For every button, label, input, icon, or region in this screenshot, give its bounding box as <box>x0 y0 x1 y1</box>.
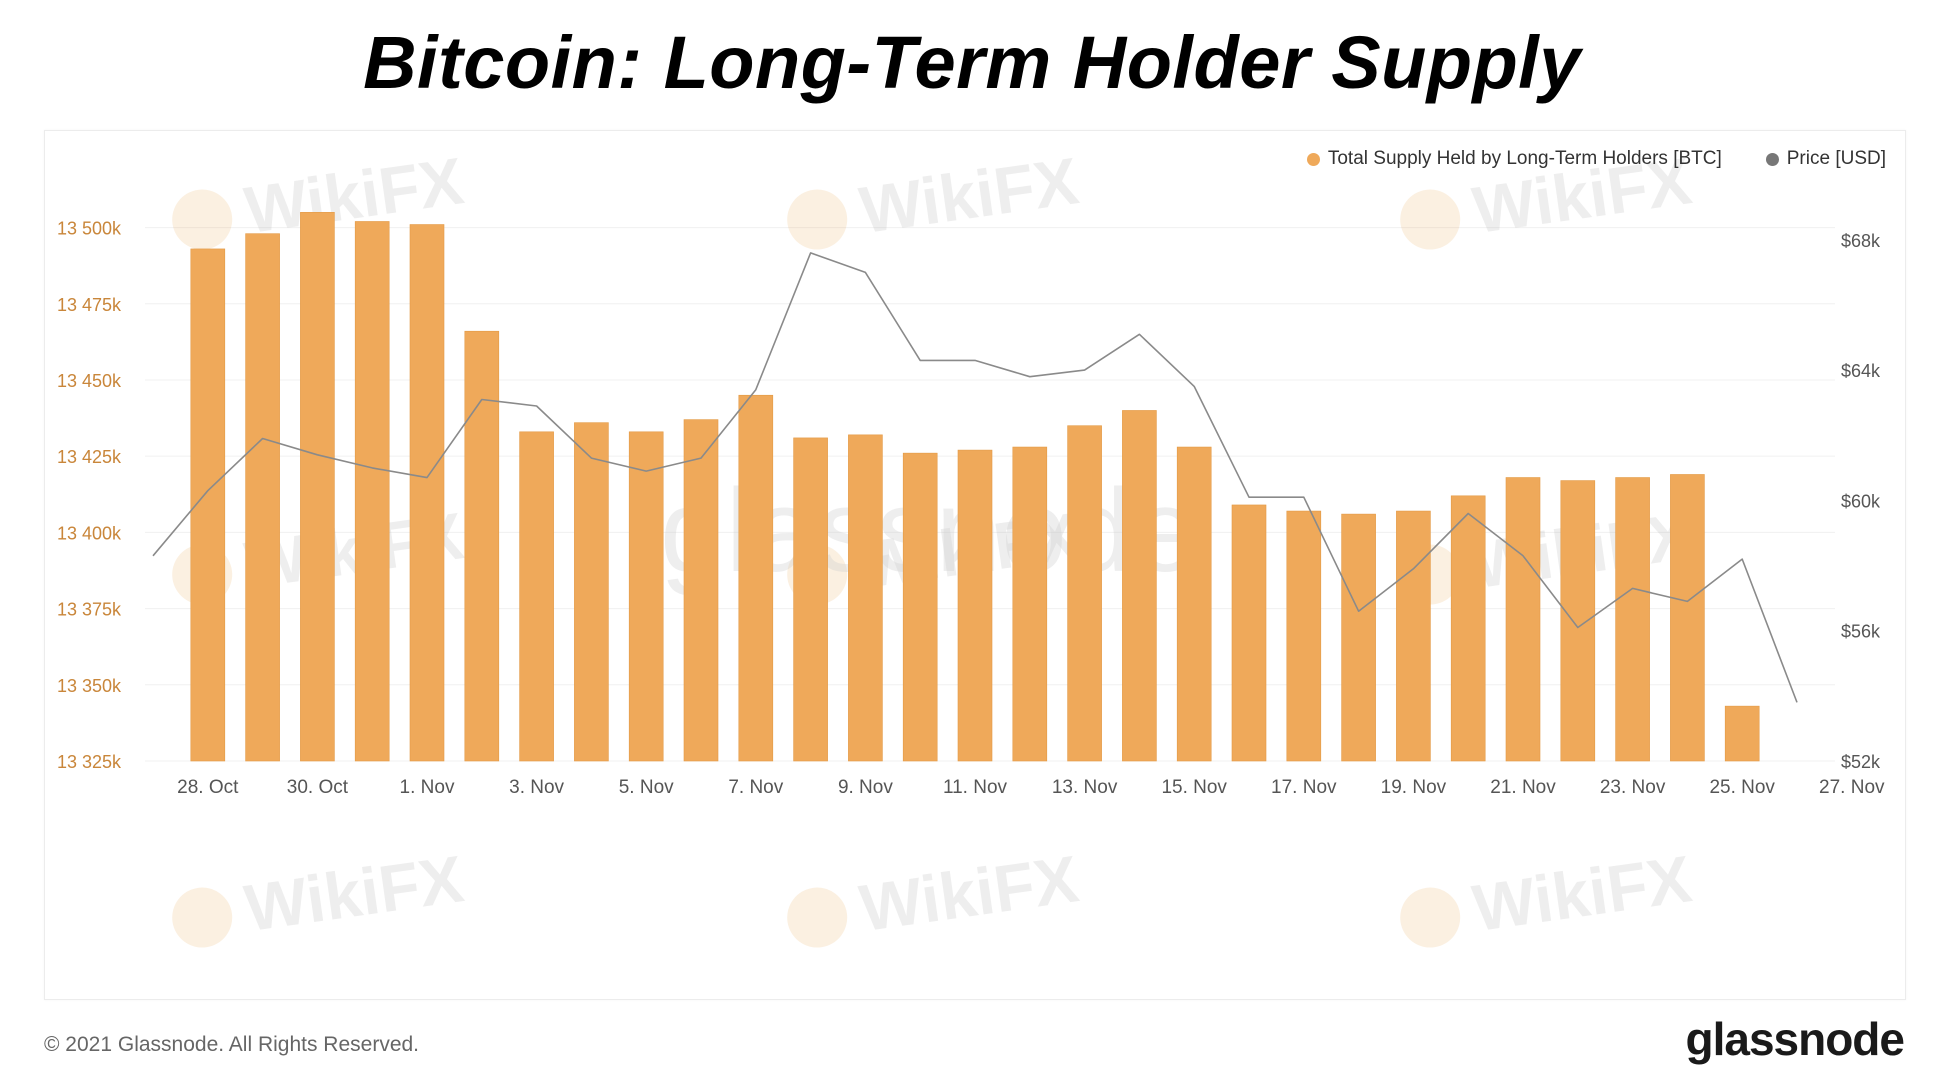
bar-16-nov <box>1231 504 1267 762</box>
bar-7-nov <box>738 394 774 762</box>
legend-item-supply[interactable]: Total Supply Held by Long-Term Holders [… <box>1306 148 1722 170</box>
bar-31-oct <box>354 221 390 762</box>
right-tick-label: $68k <box>1841 231 1881 251</box>
legend-label-supply: Total Supply Held by Long-Term Holders [… <box>1327 148 1722 169</box>
legend-label-price: Price [USD] <box>1786 148 1886 169</box>
wikifx-watermark-text: WikiFX <box>855 841 1083 945</box>
wikifx-watermark-icon <box>787 189 848 250</box>
right-tick-label: $52k <box>1841 752 1881 772</box>
left-tick-label: 13 425k <box>57 447 122 467</box>
x-tick-label: 28. Oct <box>177 777 239 798</box>
bar-15-nov <box>1176 446 1212 762</box>
price-line <box>152 252 1798 703</box>
legend-dot-price <box>1765 152 1779 166</box>
x-tick-label: 13. Nov <box>1052 777 1118 798</box>
wikifx-watermark-icon <box>172 189 233 250</box>
x-tick-label: 17. Nov <box>1271 777 1337 798</box>
right-tick-label: $64k <box>1841 361 1881 381</box>
wikifx-watermark-6: WikiFX <box>172 841 468 948</box>
bar-4-nov <box>574 422 609 762</box>
line-layer <box>152 252 1798 703</box>
bar-30-oct <box>300 212 335 762</box>
x-tick-label: 27. Nov <box>1819 777 1885 798</box>
wikifx-watermark-5: WikiFX <box>1400 498 1696 605</box>
chart-frame: WikiFX WikiFX WikiFX WikiFX WikiFX WikiFX Wiki… <box>44 130 1906 1000</box>
x-tick-label: 21. Nov <box>1490 777 1556 798</box>
bar-10-nov <box>902 452 938 762</box>
bar-1-nov <box>409 224 445 762</box>
bar-25-nov <box>1724 705 1760 762</box>
bar-21-nov <box>1505 477 1541 762</box>
left-tick-label: 13 400k <box>57 523 122 543</box>
footer-copyright: © 2021 Glassnode. All Rights Reserved. <box>44 1033 420 1056</box>
x-tick-label: 1. Nov <box>400 777 455 798</box>
x-tick-label: 25. Nov <box>1709 777 1775 798</box>
x-tick-label: 9. Nov <box>838 777 893 798</box>
x-tick-label: 15. Nov <box>1161 777 1227 798</box>
x-tick-label: 7. Nov <box>728 777 783 798</box>
bar-17-nov <box>1286 510 1322 762</box>
bar-20-nov <box>1450 495 1486 762</box>
x-tick-label: 3. Nov <box>509 777 564 798</box>
right-tick-label: $56k <box>1841 622 1881 642</box>
right-tick-label: $60k <box>1841 491 1881 511</box>
bar-11-nov <box>957 449 993 762</box>
legend-dot-supply <box>1306 152 1320 166</box>
x-tick-label: 19. Nov <box>1381 777 1447 798</box>
bar-29-oct <box>245 233 280 762</box>
glassnode-logo: glassnode <box>1685 1013 1905 1065</box>
left-tick-label: 13 350k <box>57 676 122 696</box>
bar-5-nov <box>628 431 664 762</box>
bar-14-nov <box>1122 410 1157 762</box>
left-tick-label: 13 450k <box>57 371 122 391</box>
left-tick-label: 13 500k <box>57 219 122 239</box>
bar-3-nov <box>519 431 554 762</box>
bar-8-nov <box>793 437 828 762</box>
wikifx-watermark-icon <box>787 887 848 948</box>
bar-13-nov <box>1067 425 1102 762</box>
wikifx-watermark-icon <box>172 887 233 948</box>
wikifx-watermark-text: WikiFX <box>1468 841 1696 945</box>
x-tick-label: 23. Nov <box>1600 777 1666 798</box>
bar-19-nov <box>1396 510 1431 762</box>
bar-23-nov <box>1615 477 1650 762</box>
wikifx-watermark-8: WikiFX <box>1400 841 1696 948</box>
wikifx-watermark-text: WikiFX <box>240 841 468 945</box>
page-title: Bitcoin: Long-Term Holder Supply <box>363 21 1581 104</box>
axis-layer: 13 325k 13 350k 13 375k 13 400k 13 425k 13 45… <box>57 219 1885 798</box>
legend-item-price[interactable]: Price [USD] <box>1765 148 1886 170</box>
wikifx-watermark-icon <box>1400 189 1461 250</box>
wikifx-watermark-1: WikiFX <box>787 143 1083 250</box>
x-tick-label: 30. Oct <box>287 777 349 798</box>
bar-9-nov <box>848 434 883 762</box>
bar-6-nov <box>683 419 719 762</box>
bar-18-nov <box>1341 513 1376 762</box>
legend: Total Supply Held by Long-Term Holders [… <box>1306 148 1886 170</box>
bar-12-nov <box>1012 446 1048 762</box>
wikifx-watermark-7: WikiFX <box>787 841 1083 948</box>
left-tick-label: 13 375k <box>57 600 122 620</box>
bar-layer <box>190 212 1760 762</box>
bar-22-nov <box>1560 480 1596 762</box>
bar-24-nov <box>1670 474 1705 762</box>
bar-2-nov <box>464 330 500 762</box>
left-tick-label: 13 325k <box>57 752 122 772</box>
x-tick-label: 11. Nov <box>943 777 1008 798</box>
x-tick-label: 5. Nov <box>619 777 674 798</box>
wikifx-watermark-text: WikiFX <box>855 143 1083 247</box>
wikifx-watermark-icon <box>1400 887 1461 948</box>
left-tick-label: 13 475k <box>57 295 122 315</box>
